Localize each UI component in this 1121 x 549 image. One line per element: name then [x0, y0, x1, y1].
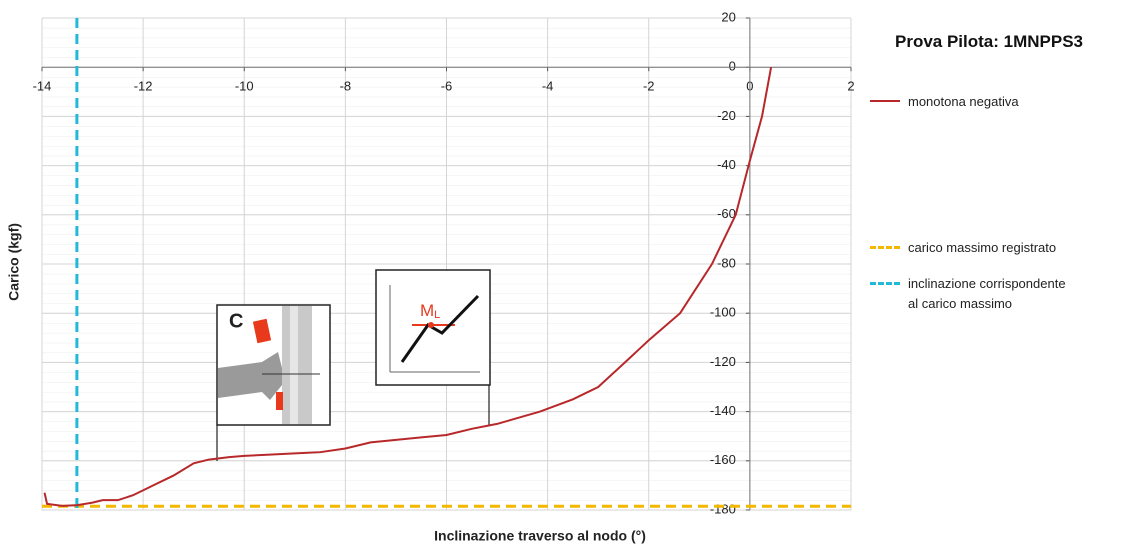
y-tick-label: -120	[710, 354, 736, 369]
y-tick-label: -20	[717, 108, 736, 123]
y-tick-label: -40	[717, 157, 736, 172]
legend-swatch	[870, 282, 900, 285]
x-tick-label: -6	[441, 79, 453, 94]
x-tick-label: -12	[134, 79, 153, 94]
y-tick-label: -140	[710, 403, 736, 418]
x-tick-label: -4	[542, 79, 554, 94]
inset-label-sub: L	[434, 309, 440, 321]
legend-item: inclinazione corrispondente al carico ma…	[870, 274, 1066, 314]
y-tick-label: -60	[717, 206, 736, 221]
y-axis-label: Carico (kgf)	[6, 223, 22, 301]
inset-c: C	[216, 304, 331, 461]
inset-label: ML	[420, 301, 440, 320]
y-tick-label: -100	[710, 305, 736, 320]
y-tick-label: -80	[717, 255, 736, 270]
y-tick-label: 20	[721, 9, 735, 24]
legend-swatch	[870, 246, 900, 249]
x-tick-label: 2	[847, 79, 854, 94]
chart-title: Prova Pilota: 1MNPPS3	[895, 32, 1084, 51]
legend-item: monotona negativa	[870, 92, 1019, 112]
x-axis-label: Inclinazione traverso al nodo (°)	[434, 528, 646, 544]
inset-label: C	[229, 310, 243, 332]
y-tick-label: -160	[710, 452, 736, 467]
x-tick-label: -8	[340, 79, 352, 94]
legend-label: carico massimo registrato	[908, 240, 1057, 255]
inset-ml: ML	[375, 269, 491, 425]
legend-swatch	[870, 100, 900, 102]
x-tick-label: -10	[235, 79, 254, 94]
x-tick-label: -2	[643, 79, 655, 94]
y-tick-label: 0	[729, 59, 736, 74]
legend-label: monotona negativa	[908, 94, 1019, 109]
data-line	[43, 67, 773, 507]
y-tick-label: -180	[710, 501, 736, 516]
inset-label-main: M	[420, 301, 434, 320]
legend-item: carico massimo registrato	[870, 238, 1056, 258]
x-tick-label: -14	[33, 79, 52, 94]
legend-label: inclinazione corrispondente al carico ma…	[908, 276, 1066, 311]
